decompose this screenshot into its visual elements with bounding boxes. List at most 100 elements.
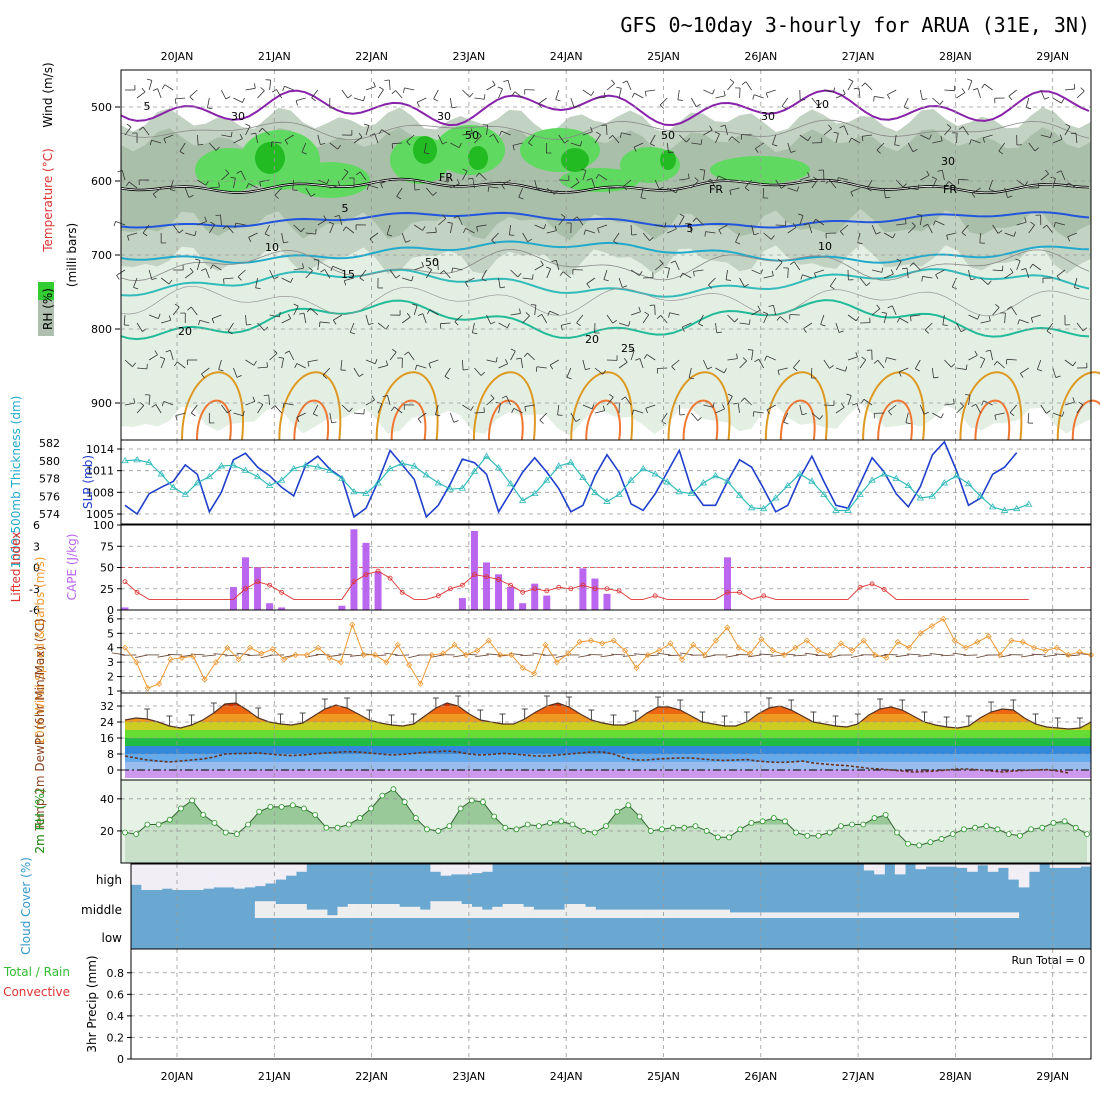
wind-barb [333,314,343,321]
wind-barb [450,142,460,149]
wind-barb [498,403,502,414]
wind-barb [281,358,284,369]
wind-speed-marker [485,637,492,644]
wind-barb-flag [320,142,326,146]
wind-barb [437,134,443,145]
thickness-marker [229,461,238,468]
wind-barb-flag [764,355,767,361]
wind-barb-flag [866,188,872,192]
wind-barb [124,359,133,367]
thickness-marker [639,464,647,472]
wind-barb [359,269,367,279]
wind-barb [136,91,146,99]
rh-marker [390,786,397,793]
wind-barb-flag [451,106,457,109]
wind-barb [248,183,258,189]
wind-speed-marker [281,656,288,663]
wind-barb [506,395,511,406]
temperature-label: Temperature (°C) [41,148,55,253]
cloud-high-cell [956,864,968,868]
thickness-marker [121,456,129,464]
wind-barb-flag [945,181,950,186]
wind-barb-flag [517,272,522,278]
wind-barb [137,367,148,370]
wind-barb-flag [1020,373,1024,378]
cloud-mid-cell [471,906,483,918]
wind-barb [961,224,969,233]
contour-label: 20 [178,325,192,338]
wind-barb-flag [472,332,478,335]
wind-barb [645,404,656,409]
wind-speed-marker [246,644,254,651]
wind-barb [783,412,789,423]
wind-barb-flag [765,92,769,98]
wind-barb-flag [969,139,972,145]
wind-barb [691,412,699,421]
wind-speed-marker [735,644,742,651]
li-marker [869,581,875,587]
cloud-high-cell [141,864,152,890]
wind-barb-flag [293,303,299,307]
cape-bar [229,587,237,610]
wind-barb [207,97,210,108]
wind-barb [269,314,280,318]
rh-marker [938,836,945,842]
wind-speed-marker [269,646,276,653]
wind-speed-marker [553,659,560,666]
rh-marker [200,811,207,818]
wind-barb-flag [451,267,454,273]
cloud-high-cell [131,864,142,885]
wind-barb-flag [664,266,670,269]
top-date-label: 22JAN [355,50,388,63]
wind-barb-flag [1020,268,1026,271]
contour-label: 20 [585,333,599,346]
wind-barb [1006,358,1017,361]
wind-barb-flag [753,233,759,236]
wind-barb-flag [189,267,194,273]
wind-barb [562,271,572,279]
wind-barb [344,277,355,281]
wind-barb [994,412,1005,416]
wind-barb [737,403,740,414]
wind-barb [534,179,538,190]
wind-barb-flag [932,220,936,226]
rh-marker [267,803,274,810]
wind-barb-flag [239,134,243,139]
wind-barb-flag [602,370,607,375]
cape-bar [458,598,466,610]
wind-barb [799,404,803,415]
wind-barb-flag [909,262,914,267]
rh-marker [1050,819,1057,826]
wind-barb [666,142,670,153]
cape-bar [338,605,346,610]
wind-barb-flag [814,272,817,278]
rh-marker [670,824,677,831]
contour-30 [1071,399,1100,441]
wind-barb [274,405,282,414]
wind-barb [980,358,986,369]
wind-speed-marker [371,651,379,659]
wind-barb-flag [489,133,494,138]
wind-barb [148,80,153,91]
thickness-marker [1000,506,1009,513]
cloud-high-cell [1049,864,1061,868]
wind-barb-flag [347,94,352,99]
wind-barb [170,350,174,361]
wind-barb [305,232,316,235]
cloud-mid-cell [956,912,968,918]
tick-label: 0.4 [107,1010,125,1023]
rh-marker [558,818,565,825]
wind-barb [281,232,284,243]
wind-barb-flag [946,234,949,241]
wind-barb [233,412,244,417]
li-marker [122,579,128,585]
temperature-band [125,706,1091,714]
wind-barb-flag [833,131,839,134]
wind-barb-flag [158,313,161,319]
wind-barb-flag [300,227,305,233]
wind-barb [493,134,499,144]
wind-barb-flag [609,393,614,398]
wind-barb [245,314,247,325]
rh-marker [580,828,587,834]
temperature-band [125,703,1091,706]
